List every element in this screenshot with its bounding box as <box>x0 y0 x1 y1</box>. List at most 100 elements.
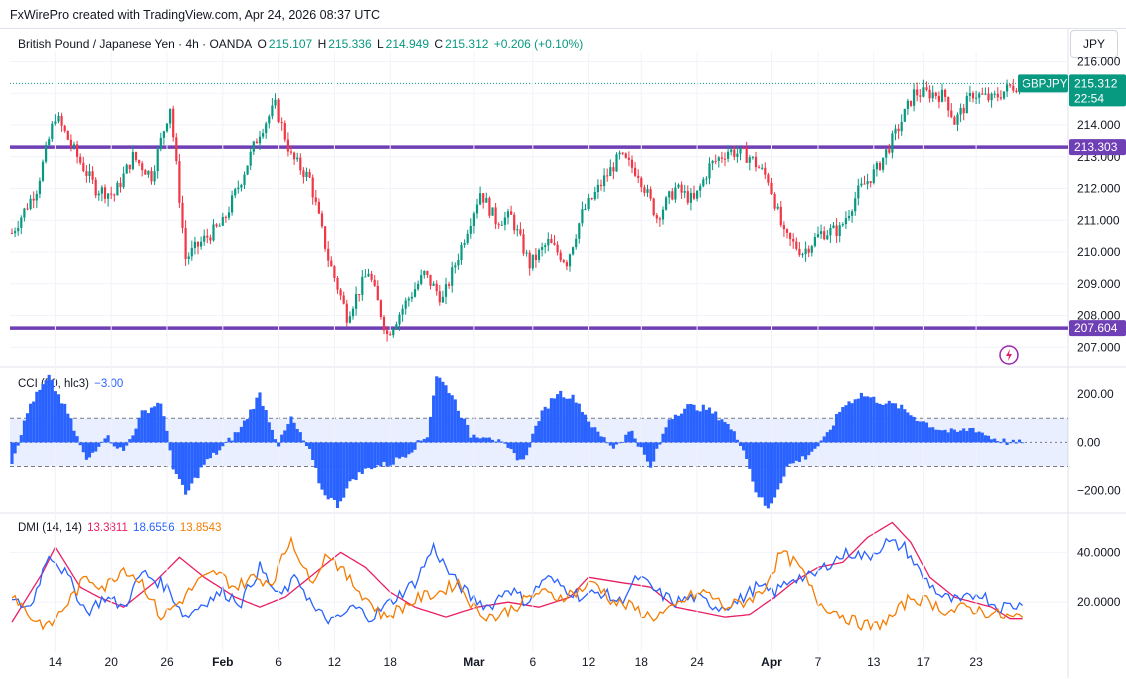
candle-body <box>457 259 460 266</box>
cci-bar <box>487 437 491 443</box>
cci-bar <box>583 414 588 443</box>
candle-body <box>996 93 999 98</box>
plus-di-value: 18.6556 <box>133 522 175 534</box>
candle-body <box>305 171 308 177</box>
cci-bar <box>574 402 578 443</box>
candle-body <box>413 289 417 297</box>
cci-bar <box>862 396 867 443</box>
cci-bar <box>791 442 795 464</box>
cci-bar <box>893 403 898 443</box>
candle-body <box>1021 83 1024 85</box>
lightning-icon[interactable] <box>998 344 1020 366</box>
cci-bar <box>720 419 724 443</box>
cci-bar <box>304 442 309 447</box>
cci-bar <box>91 442 95 453</box>
price-tick-label: 216.000 <box>1077 55 1121 69</box>
candle-body <box>773 193 776 209</box>
candle-body <box>472 213 475 227</box>
candle-body <box>500 224 503 226</box>
cci-bar <box>218 442 222 451</box>
open-value: 215.107 <box>268 37 313 51</box>
candle-body <box>885 149 888 158</box>
candle-body <box>655 215 658 219</box>
candle-body <box>714 160 717 162</box>
cci-bar <box>605 442 609 444</box>
candle-body <box>782 225 785 230</box>
candle-body <box>262 133 265 137</box>
candle-body <box>237 187 240 190</box>
cci-bar <box>103 438 107 443</box>
cci-bar <box>673 414 677 443</box>
countdown-label: 22:54 <box>1074 91 1104 105</box>
cci-bar <box>47 374 51 443</box>
cci-bar <box>698 411 702 443</box>
candle-body <box>903 108 906 122</box>
candle-body <box>993 93 996 95</box>
candle-body <box>417 283 420 290</box>
candle-body <box>451 267 454 286</box>
cci-bar <box>261 405 265 443</box>
candle-body <box>10 232 14 234</box>
candle-body <box>888 149 891 153</box>
cci-bar <box>757 442 761 498</box>
candle-body <box>423 271 426 276</box>
cci-bar <box>596 431 600 443</box>
currency-button[interactable]: JPY <box>1070 30 1118 58</box>
price-tick-label: 208.000 <box>1077 309 1121 323</box>
candle-body <box>804 248 807 255</box>
cci-bar <box>540 410 544 443</box>
candle-body <box>1002 91 1006 99</box>
cci-bar <box>180 442 185 485</box>
cci-bar <box>348 442 352 482</box>
level-price-tag <box>1069 320 1126 337</box>
candle-body <box>854 198 857 212</box>
candle-body <box>643 187 646 193</box>
cci-bar <box>1011 439 1015 443</box>
cci-bar <box>140 410 144 443</box>
cci-bar <box>193 442 197 478</box>
cci-bar <box>763 442 767 506</box>
cci-bar <box>580 411 584 443</box>
dmi-line-minus_di <box>11 535 1024 632</box>
candle-body <box>358 294 361 296</box>
candle-body <box>17 227 20 232</box>
cci-bar <box>472 434 476 443</box>
cci-bar <box>531 433 535 443</box>
candle-body <box>736 153 739 157</box>
candle-body <box>751 156 754 158</box>
cci-bar <box>776 442 780 490</box>
cci-bar <box>769 442 774 504</box>
cci-bar <box>546 408 550 443</box>
time-tick-label: Feb <box>212 655 233 669</box>
cci-bar <box>903 409 907 443</box>
candle-body <box>593 192 596 200</box>
cci-bar <box>549 398 553 443</box>
cci-bar <box>453 399 457 443</box>
candle-body <box>866 181 869 185</box>
candle-body <box>789 232 792 239</box>
candle-body <box>565 262 568 267</box>
dmi-legend: DMI (14, 14) 13.3811 18.6556 13.8543 <box>18 522 223 534</box>
candle-body <box>562 260 565 263</box>
candle-body <box>739 147 742 154</box>
cci-bar <box>847 401 851 443</box>
candle-body <box>203 235 206 242</box>
cci-bar <box>500 441 504 443</box>
last-price-tag <box>1069 74 1126 107</box>
candle-body <box>382 317 386 331</box>
cci-bar <box>230 440 234 443</box>
cci-bar <box>44 380 48 443</box>
cci-bar <box>323 442 327 496</box>
candle-body <box>826 235 829 240</box>
candle-body <box>612 167 615 172</box>
cci-bar <box>494 441 498 443</box>
candle-body <box>212 224 215 241</box>
candle-body <box>513 214 516 231</box>
cci-bar <box>856 398 860 443</box>
cci-bar <box>773 442 777 498</box>
adx-value: 13.3811 <box>87 522 128 534</box>
cci-bar <box>754 442 758 493</box>
candle-body <box>779 206 782 226</box>
candle-body <box>922 87 925 97</box>
